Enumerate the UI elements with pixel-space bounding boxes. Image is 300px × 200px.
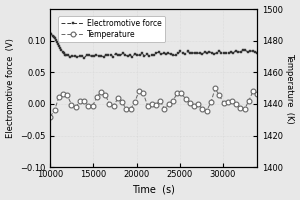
Temperature: [95, 96, 99, 98]
Temperature: [146, 104, 149, 107]
Temperature: [192, 104, 196, 107]
Temperature: [213, 87, 217, 90]
Temperature: [175, 92, 179, 94]
Temperature: [209, 101, 213, 104]
Temperature: [120, 101, 124, 103]
Temperature: [205, 109, 208, 112]
Temperature: [158, 100, 162, 102]
Temperature: [70, 103, 73, 106]
Temperature: [196, 103, 200, 105]
Temperature: [167, 103, 170, 106]
Temperature: [103, 93, 107, 96]
Legend: Electromotive force, Temperature: Electromotive force, Temperature: [58, 16, 165, 42]
Temperature: [91, 105, 94, 107]
Temperature: [179, 92, 183, 95]
Electromotive force: [82, 56, 86, 59]
Temperature: [201, 108, 204, 111]
Temperature: [184, 97, 187, 100]
Line: Temperature: Temperature: [48, 86, 260, 119]
Temperature: [65, 94, 69, 96]
Temperature: [53, 109, 56, 111]
Electromotive force: [198, 52, 202, 54]
Temperature: [154, 103, 158, 106]
Temperature: [49, 115, 52, 118]
Temperature: [87, 105, 90, 107]
Temperature: [251, 90, 255, 92]
Temperature: [243, 108, 247, 110]
Temperature: [150, 102, 154, 105]
X-axis label: Time  (s): Time (s): [132, 184, 175, 194]
Y-axis label: Electromotive force  (V): Electromotive force (V): [6, 38, 15, 138]
Electromotive force: [200, 53, 204, 55]
Electromotive force: [186, 50, 190, 53]
Electromotive force: [256, 52, 259, 54]
Temperature: [163, 108, 166, 110]
Temperature: [247, 99, 251, 102]
Line: Electromotive force: Electromotive force: [49, 32, 259, 59]
Electromotive force: [70, 55, 74, 58]
Temperature: [222, 102, 225, 104]
Temperature: [99, 91, 103, 93]
Temperature: [238, 107, 242, 109]
Temperature: [230, 100, 234, 103]
Temperature: [78, 100, 82, 102]
Electromotive force: [191, 52, 194, 54]
Temperature: [188, 101, 192, 104]
Temperature: [142, 92, 145, 94]
Y-axis label: Temperature  (K): Temperature (K): [285, 53, 294, 123]
Temperature: [112, 105, 116, 107]
Temperature: [171, 100, 175, 103]
Temperature: [124, 108, 128, 111]
Temperature: [129, 108, 132, 110]
Temperature: [61, 93, 65, 95]
Temperature: [74, 106, 77, 109]
Temperature: [226, 100, 230, 103]
Electromotive force: [53, 37, 57, 39]
Electromotive force: [49, 32, 52, 34]
Temperature: [218, 94, 221, 97]
Temperature: [133, 100, 136, 103]
Temperature: [256, 93, 259, 95]
Temperature: [57, 96, 61, 98]
Temperature: [137, 90, 141, 92]
Temperature: [116, 97, 120, 99]
Temperature: [82, 99, 86, 102]
Temperature: [234, 103, 238, 105]
Temperature: [108, 103, 111, 105]
